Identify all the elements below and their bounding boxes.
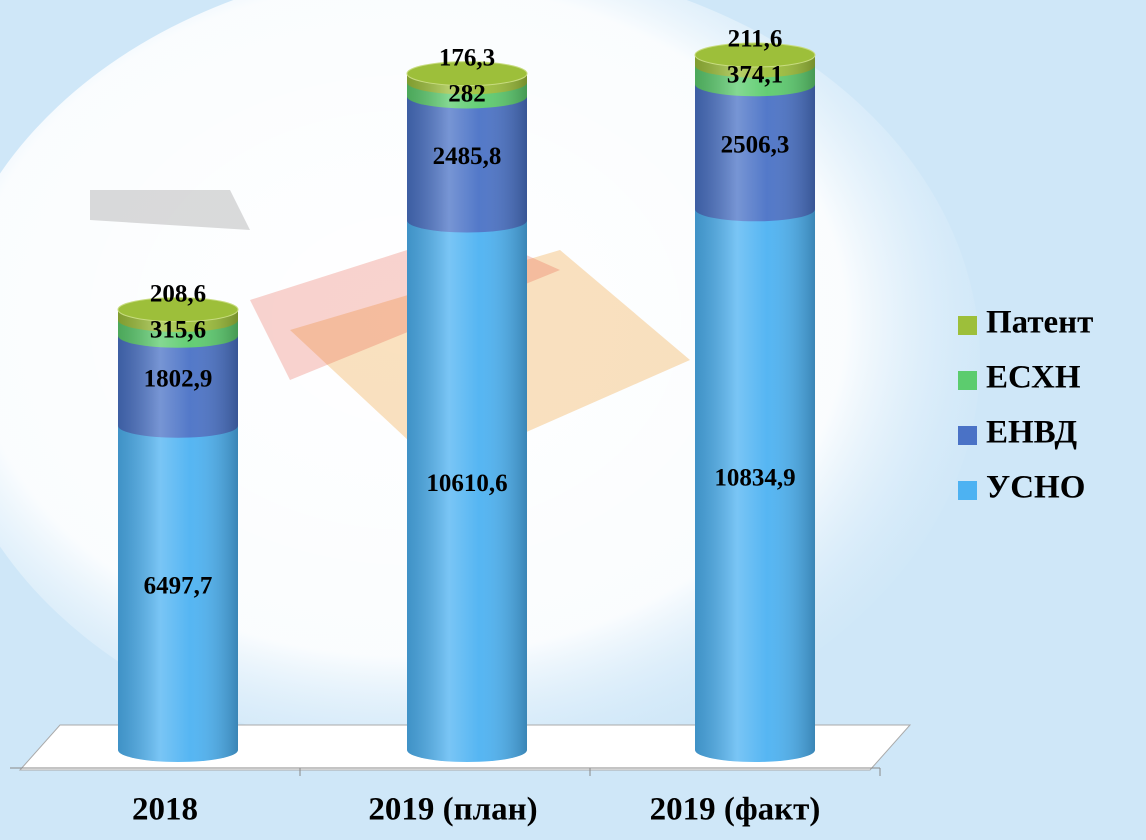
x-tick-label: 2018 (132, 792, 198, 828)
value-label: 208,6 (150, 280, 206, 307)
legend-label: УСНО (986, 470, 1085, 506)
cylinder-shade (695, 55, 815, 762)
value-label: 282 (448, 80, 486, 107)
legend-swatch (958, 426, 977, 445)
legend-label: Патент (986, 305, 1093, 341)
chart: 6497,7 1802,9 315,6 208,6 2018 10610,6 2485,8 2… (0, 0, 1146, 840)
value-label: 10834,9 (714, 464, 795, 491)
value-label: 10610,6 (426, 470, 507, 497)
value-label: 1802,9 (144, 365, 213, 392)
value-label: 2485,8 (433, 143, 502, 170)
value-label: 315,6 (150, 316, 206, 343)
legend-label: ЕНВД (986, 415, 1077, 451)
value-label: 211,6 (728, 26, 783, 53)
legend-swatch (958, 481, 977, 500)
value-label: 2506,3 (721, 131, 790, 158)
x-tick-label: 2019 (факт) (650, 792, 821, 828)
value-label: 374,1 (727, 62, 783, 89)
cylinder-shade (407, 74, 527, 762)
legend-label: ЕСХН (986, 360, 1081, 396)
legend-swatch (958, 371, 977, 390)
legend-swatch (958, 316, 977, 335)
x-tick-label: 2019 (план) (368, 792, 537, 828)
value-label: 176,3 (439, 44, 495, 71)
value-label: 6497,7 (144, 573, 213, 600)
